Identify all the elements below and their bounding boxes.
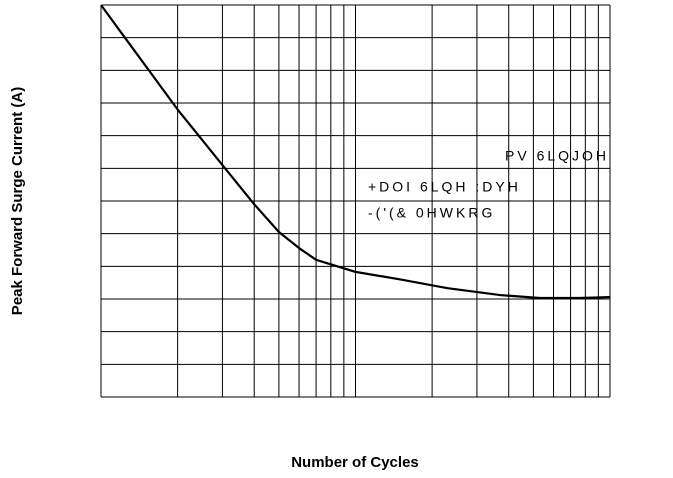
annotation: -('(& 0HWKRG xyxy=(368,205,495,221)
annotation: +DOI 6LQH :DYH xyxy=(368,179,521,195)
annotation: PV 6LQJOH xyxy=(505,148,609,164)
line-series xyxy=(100,4,611,300)
y-axis-label: Peak Forward Surge Current (A) xyxy=(9,87,26,315)
x-axis-label: Number of Cycles xyxy=(291,454,419,471)
